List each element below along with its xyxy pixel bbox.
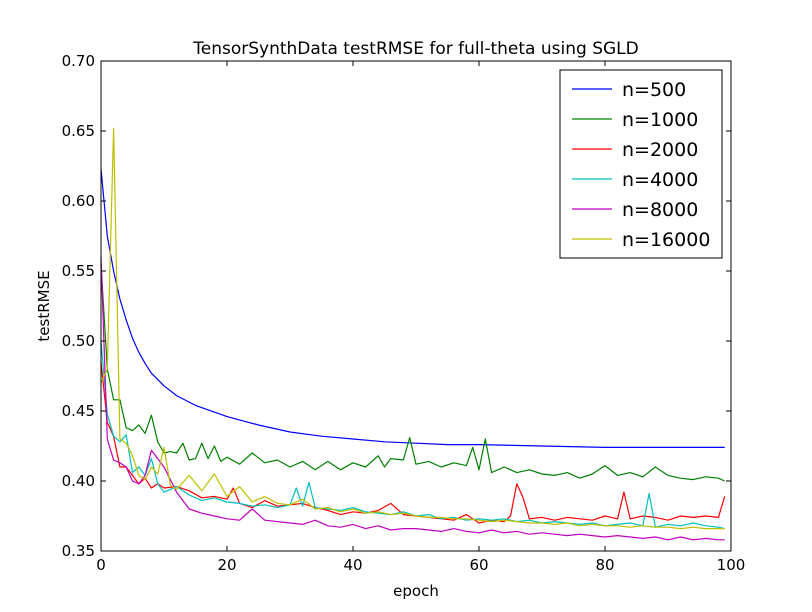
y-tick-label: 0.35 <box>62 542 95 560</box>
x-tick-label: 40 <box>343 556 362 574</box>
series-line-3 <box>100 340 725 530</box>
y-tick-label: 0.60 <box>62 192 95 210</box>
legend-label: n=2000 <box>622 139 698 161</box>
x-tick-label: 0 <box>96 556 106 574</box>
y-tick-label: 0.50 <box>62 332 95 350</box>
y-tick-label: 0.65 <box>62 122 95 140</box>
legend: n=500 n=1000 n=2000 n=4000 n=8000 n=16000 <box>559 69 723 259</box>
series-layer <box>100 127 726 541</box>
y-tick-label: 0.45 <box>62 402 95 420</box>
x-tick-label: 60 <box>469 556 488 574</box>
y-tick-label: 0.55 <box>62 262 95 280</box>
series-line-4 <box>100 256 725 541</box>
x-tick-label: 20 <box>217 556 236 574</box>
legend-box <box>559 69 723 259</box>
series-line-1 <box>100 263 725 482</box>
y-tick-label: 0.70 <box>62 52 95 70</box>
x-axis-label: epoch <box>393 582 439 600</box>
legend-label: n=16000 <box>622 229 710 251</box>
x-tick-label: 80 <box>595 556 614 574</box>
chart-title: TensorSynthData testRMSE for full-theta … <box>192 39 638 59</box>
legend-label: n=8000 <box>622 199 698 221</box>
y-tick-label: 0.40 <box>62 472 95 490</box>
legend-label: n=4000 <box>622 169 698 191</box>
series-line-5 <box>100 127 725 530</box>
series-line-0 <box>100 168 725 448</box>
y-axis-label: testRMSE <box>35 270 53 341</box>
ticks-layer: 0 20 40 60 80 100 0.35 0.40 0.45 0.50 0.55 0.60 0.65… <box>62 52 746 574</box>
legend-label: n=500 <box>622 79 686 101</box>
x-tick-label: 100 <box>717 556 746 574</box>
plot-frame <box>100 60 732 552</box>
legend-label: n=1000 <box>622 109 698 131</box>
series-line-2 <box>100 361 726 524</box>
